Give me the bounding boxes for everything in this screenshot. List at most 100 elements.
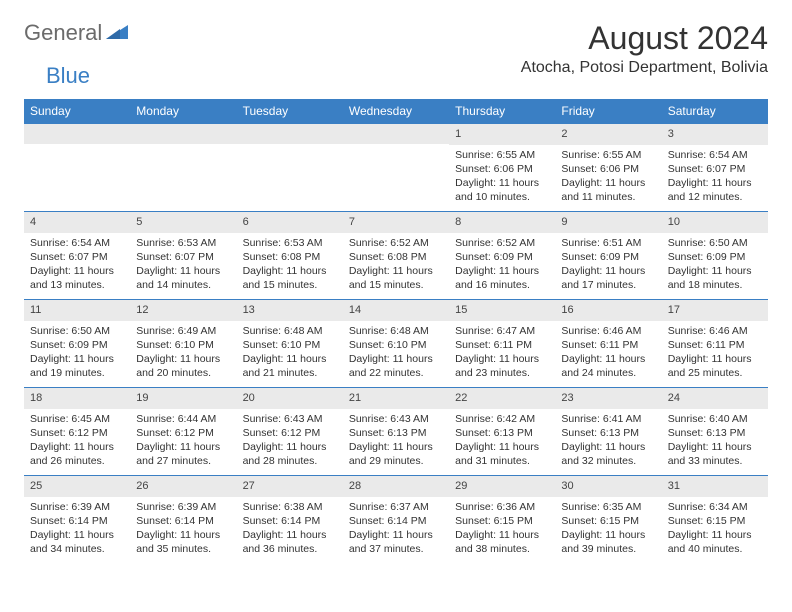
sunrise-line: Sunrise: 6:42 AM [455,412,549,426]
weekday-header: Saturday [662,99,768,123]
day-number: 18 [24,388,130,409]
day-details: Sunrise: 6:43 AMSunset: 6:13 PMDaylight:… [343,409,449,475]
sunrise-line: Sunrise: 6:45 AM [30,412,124,426]
daylight-line: Daylight: 11 hours and 15 minutes. [349,264,443,292]
sunrise-line: Sunrise: 6:49 AM [136,324,230,338]
day-number: 21 [343,388,449,409]
calendar-cell: 20Sunrise: 6:43 AMSunset: 6:12 PMDayligh… [237,387,343,475]
sunset-line: Sunset: 6:10 PM [136,338,230,352]
calendar-cell: 5Sunrise: 6:53 AMSunset: 6:07 PMDaylight… [130,211,236,299]
daylight-line: Daylight: 11 hours and 27 minutes. [136,440,230,468]
weekday-header: Wednesday [343,99,449,123]
day-number: 9 [555,212,661,233]
daylight-line: Daylight: 11 hours and 23 minutes. [455,352,549,380]
sunrise-line: Sunrise: 6:50 AM [668,236,762,250]
daylight-line: Daylight: 11 hours and 14 minutes. [136,264,230,292]
daylight-line: Daylight: 11 hours and 10 minutes. [455,176,549,204]
calendar-cell: 29Sunrise: 6:36 AMSunset: 6:15 PMDayligh… [449,475,555,563]
day-number: 29 [449,476,555,497]
sunset-line: Sunset: 6:09 PM [455,250,549,264]
calendar-cell: 12Sunrise: 6:49 AMSunset: 6:10 PMDayligh… [130,299,236,387]
day-number: 6 [237,212,343,233]
sunset-line: Sunset: 6:11 PM [668,338,762,352]
calendar-cell: 7Sunrise: 6:52 AMSunset: 6:08 PMDaylight… [343,211,449,299]
sunset-line: Sunset: 6:12 PM [30,426,124,440]
daylight-line: Daylight: 11 hours and 21 minutes. [243,352,337,380]
sunset-line: Sunset: 6:07 PM [136,250,230,264]
day-number: 5 [130,212,236,233]
day-number: 12 [130,300,236,321]
day-details: Sunrise: 6:35 AMSunset: 6:15 PMDaylight:… [555,497,661,563]
day-number: 14 [343,300,449,321]
logo-word2: Blue [46,63,90,89]
sunrise-line: Sunrise: 6:55 AM [455,148,549,162]
sunrise-line: Sunrise: 6:50 AM [30,324,124,338]
day-number: 11 [24,300,130,321]
day-number: 19 [130,388,236,409]
sunset-line: Sunset: 6:15 PM [668,514,762,528]
calendar-cell: 2Sunrise: 6:55 AMSunset: 6:06 PMDaylight… [555,123,661,211]
daylight-line: Daylight: 11 hours and 26 minutes. [30,440,124,468]
day-number: 30 [555,476,661,497]
sunset-line: Sunset: 6:13 PM [561,426,655,440]
day-details: Sunrise: 6:38 AMSunset: 6:14 PMDaylight:… [237,497,343,563]
day-number: 24 [662,388,768,409]
day-number: 10 [662,212,768,233]
logo-triangle-icon [106,23,128,44]
calendar-cell: 30Sunrise: 6:35 AMSunset: 6:15 PMDayligh… [555,475,661,563]
daylight-line: Daylight: 11 hours and 22 minutes. [349,352,443,380]
day-details: Sunrise: 6:36 AMSunset: 6:15 PMDaylight:… [449,497,555,563]
day-number: 3 [662,124,768,145]
calendar-cell-empty [24,123,130,211]
sunset-line: Sunset: 6:11 PM [561,338,655,352]
sunrise-line: Sunrise: 6:37 AM [349,500,443,514]
calendar-cell: 21Sunrise: 6:43 AMSunset: 6:13 PMDayligh… [343,387,449,475]
calendar-page: General August 2024 Atocha, Potosi Depar… [0,0,792,583]
sunset-line: Sunset: 6:12 PM [136,426,230,440]
day-number: 23 [555,388,661,409]
sunrise-line: Sunrise: 6:39 AM [30,500,124,514]
calendar-cell: 26Sunrise: 6:39 AMSunset: 6:14 PMDayligh… [130,475,236,563]
daylight-line: Daylight: 11 hours and 12 minutes. [668,176,762,204]
calendar-cell-empty [237,123,343,211]
calendar-cell: 11Sunrise: 6:50 AMSunset: 6:09 PMDayligh… [24,299,130,387]
title-block: August 2024 Atocha, Potosi Department, B… [521,20,768,77]
day-details: Sunrise: 6:44 AMSunset: 6:12 PMDaylight:… [130,409,236,475]
day-number-blank [237,124,343,144]
sunset-line: Sunset: 6:14 PM [349,514,443,528]
daylight-line: Daylight: 11 hours and 24 minutes. [561,352,655,380]
day-number: 31 [662,476,768,497]
day-number: 15 [449,300,555,321]
sunset-line: Sunset: 6:14 PM [243,514,337,528]
daylight-line: Daylight: 11 hours and 15 minutes. [243,264,337,292]
sunrise-line: Sunrise: 6:39 AM [136,500,230,514]
sunset-line: Sunset: 6:07 PM [668,162,762,176]
daylight-line: Daylight: 11 hours and 40 minutes. [668,528,762,556]
sunset-line: Sunset: 6:06 PM [455,162,549,176]
day-details: Sunrise: 6:48 AMSunset: 6:10 PMDaylight:… [343,321,449,387]
daylight-line: Daylight: 11 hours and 33 minutes. [668,440,762,468]
sunset-line: Sunset: 6:14 PM [136,514,230,528]
sunset-line: Sunset: 6:09 PM [30,338,124,352]
sunset-line: Sunset: 6:06 PM [561,162,655,176]
sunrise-line: Sunrise: 6:43 AM [243,412,337,426]
calendar-cell: 3Sunrise: 6:54 AMSunset: 6:07 PMDaylight… [662,123,768,211]
day-details: Sunrise: 6:37 AMSunset: 6:14 PMDaylight:… [343,497,449,563]
day-number: 17 [662,300,768,321]
day-details: Sunrise: 6:50 AMSunset: 6:09 PMDaylight:… [24,321,130,387]
day-number: 2 [555,124,661,145]
calendar-cell-empty [130,123,236,211]
day-details: Sunrise: 6:52 AMSunset: 6:08 PMDaylight:… [343,233,449,299]
daylight-line: Daylight: 11 hours and 28 minutes. [243,440,337,468]
calendar-cell: 4Sunrise: 6:54 AMSunset: 6:07 PMDaylight… [24,211,130,299]
day-number: 1 [449,124,555,145]
day-number-blank [130,124,236,144]
calendar-cell: 8Sunrise: 6:52 AMSunset: 6:09 PMDaylight… [449,211,555,299]
day-number: 20 [237,388,343,409]
day-details: Sunrise: 6:39 AMSunset: 6:14 PMDaylight:… [24,497,130,563]
daylight-line: Daylight: 11 hours and 34 minutes. [30,528,124,556]
day-number: 16 [555,300,661,321]
sunrise-line: Sunrise: 6:44 AM [136,412,230,426]
calendar-cell: 17Sunrise: 6:46 AMSunset: 6:11 PMDayligh… [662,299,768,387]
sunrise-line: Sunrise: 6:51 AM [561,236,655,250]
